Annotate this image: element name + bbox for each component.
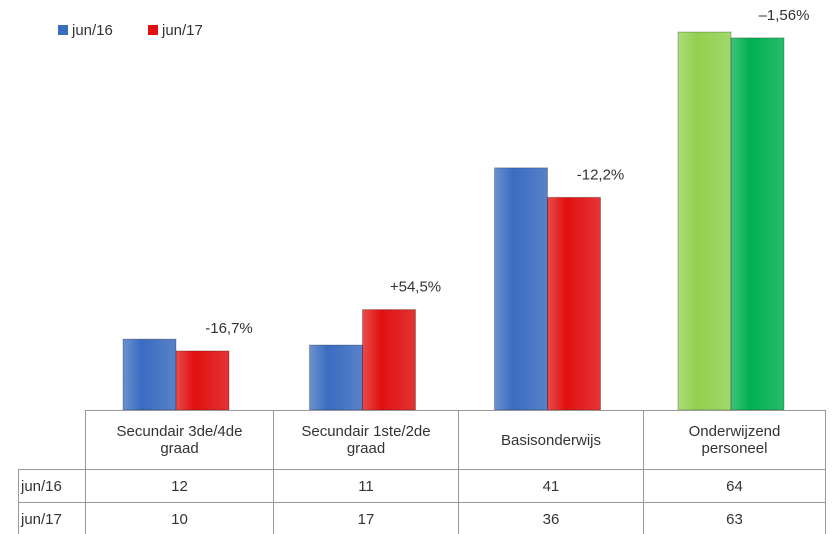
row-header: jun/16 [18, 469, 86, 503]
chart: -16,7% +54,5% -12,2% –1,56% jun/16 jun/17 [58, 7, 810, 410]
table-value: 63 [643, 502, 826, 534]
legend-label: jun/16 [71, 22, 113, 39]
bar [362, 309, 416, 410]
column-header: Basisonderwijs [458, 410, 644, 470]
table-value: 11 [273, 469, 459, 503]
table-value: 12 [85, 469, 274, 503]
column-header: Onderwijzend personeel [643, 410, 826, 470]
bar [677, 31, 732, 410]
row-header: jun/17 [18, 502, 86, 534]
table-value: 17 [273, 502, 459, 534]
bar [494, 167, 548, 410]
bar [547, 196, 601, 410]
table-value: 10 [85, 502, 274, 534]
data-table: Secundair 3de/4de graad Secundair 1ste/2d… [18, 410, 826, 534]
column-header: Secundair 3de/4de graad [85, 410, 274, 470]
bar [730, 37, 785, 410]
table-value: 41 [458, 469, 644, 503]
bar [122, 338, 177, 410]
annotation: -16,7% [205, 320, 253, 337]
legend-label: jun/17 [161, 22, 203, 39]
bar [175, 350, 230, 410]
bar [309, 344, 363, 410]
table-value: 36 [458, 502, 644, 534]
table-value: 64 [643, 469, 826, 503]
corner-cell [18, 410, 86, 470]
legend-swatch [58, 25, 68, 35]
legend-swatch [148, 25, 158, 35]
column-header: Secundair 1ste/2de graad [273, 410, 459, 470]
annotation: –1,56% [759, 7, 810, 24]
annotation: -12,2% [577, 166, 625, 183]
annotation: +54,5% [390, 279, 441, 296]
